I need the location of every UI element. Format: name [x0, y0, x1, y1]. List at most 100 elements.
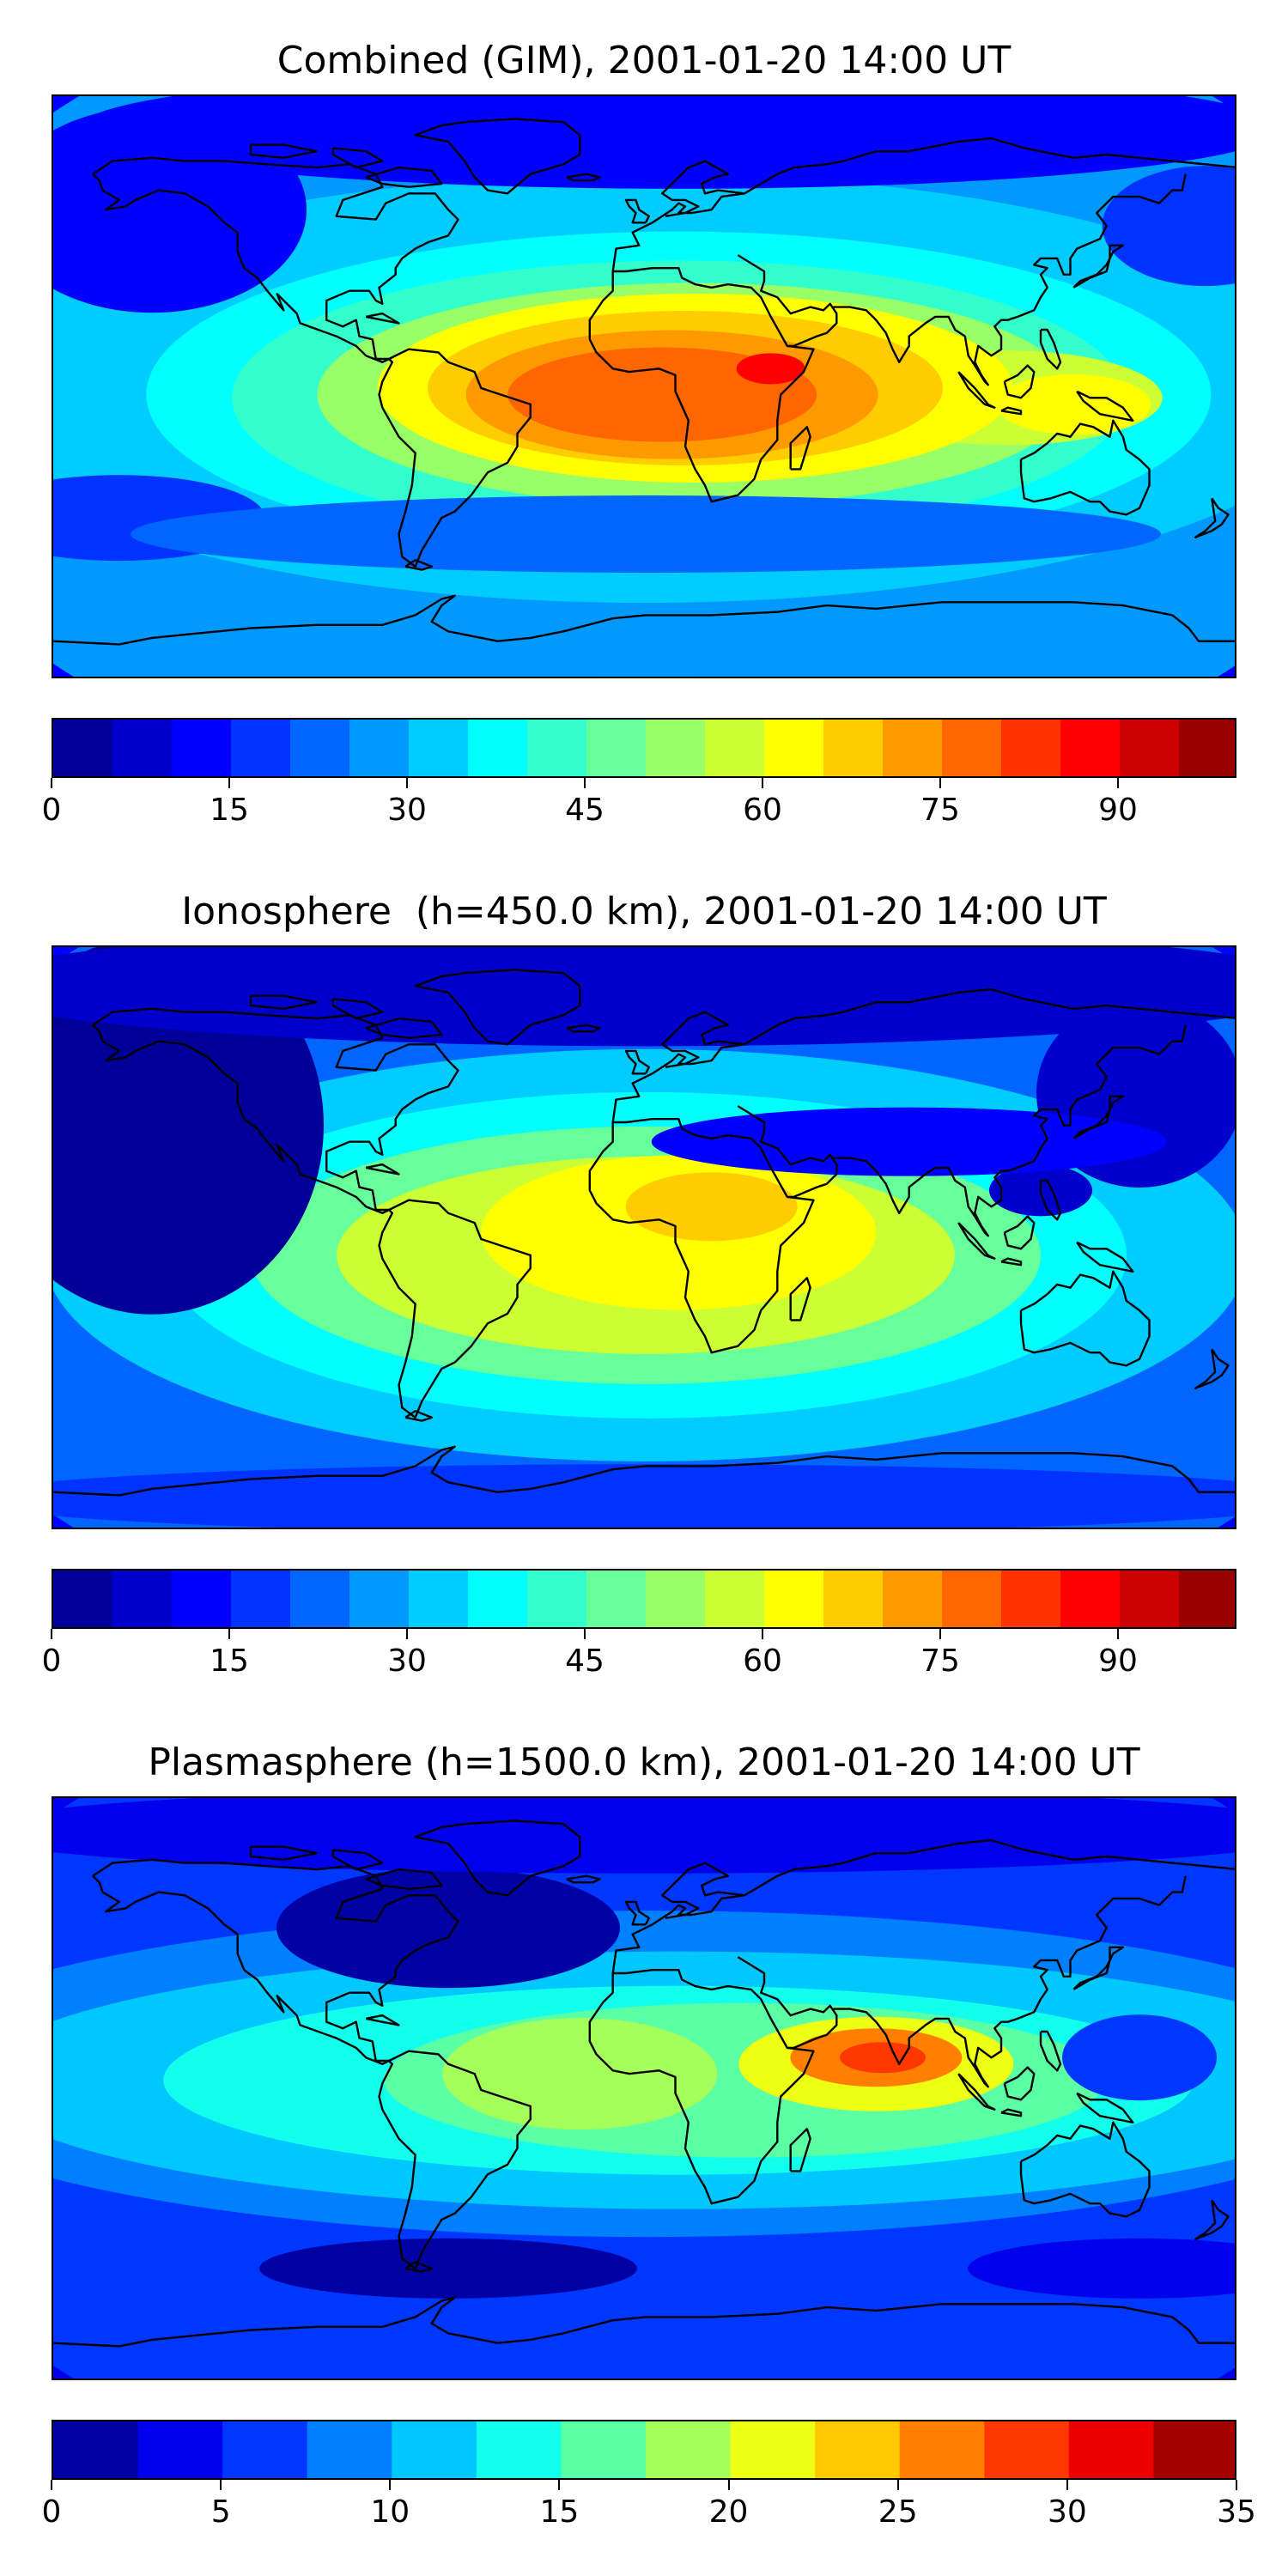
colorbar-segment: [815, 2421, 901, 2478]
coastline-path: [404, 2261, 433, 2273]
contour-band: [625, 1172, 798, 1242]
colorbar-tick-label: 0: [41, 1643, 62, 1679]
coastline-path: [92, 156, 459, 363]
coastline-path: [53, 2296, 1235, 2348]
coastline-path: [1003, 2066, 1036, 2101]
coastline-path: [624, 1900, 650, 1926]
coastline-path: [833, 1024, 1187, 1237]
coastline-path: [957, 371, 996, 409]
map-svg: [53, 1798, 1235, 2379]
colorbar-tick-label: 0: [41, 793, 62, 828]
colorbar-tick: [727, 2480, 730, 2490]
colorbar-segment: [1179, 1571, 1235, 1627]
contour-band: [276, 1868, 620, 1989]
colorbar-segment: [137, 2421, 223, 2478]
colorbar-segment: [1001, 1571, 1061, 1627]
colorbar-segment: [1060, 720, 1121, 776]
coastline-path: [566, 173, 601, 182]
colorbar-tick: [1117, 778, 1119, 788]
colorbar-tick-label: 15: [539, 2494, 580, 2530]
colorbar-segment: [349, 1571, 410, 1627]
colorbar-segment: [705, 720, 765, 776]
coastline-path: [1076, 390, 1134, 422]
coastline-path: [53, 1445, 1235, 1497]
coastline-path: [624, 1049, 650, 1075]
contour-layer: [53, 947, 1235, 1528]
colorbar-svg: [53, 1571, 1235, 1627]
coastline-path: [378, 1199, 532, 1419]
chart-title: Ionosphere (h=450.0 km), 2001-01-20 14:0…: [181, 890, 1107, 933]
coastline-path: [414, 1820, 581, 1897]
coastline-path: [566, 1874, 601, 1884]
colorbar-segment: [1060, 1571, 1121, 1627]
colorbar-tick: [1117, 1629, 1119, 1639]
coastline-path: [789, 426, 811, 471]
coastline-path: [1039, 2030, 1062, 2072]
colorbar-segment: [53, 2421, 139, 2478]
colorbar-tick: [939, 1629, 941, 1639]
colorbar-segment: [307, 2421, 392, 2478]
coastline-path: [744, 987, 1235, 1046]
colorbar-tick-label: 30: [1047, 2494, 1087, 2530]
coastline-path: [365, 1163, 400, 1176]
coastline-path: [1003, 1215, 1036, 1250]
colorbar-tick: [1236, 2480, 1237, 2490]
colorbar-segment: [646, 1571, 706, 1627]
colorbar-segment: [112, 720, 173, 776]
colorbar-tick-label: 90: [1098, 793, 1138, 828]
coastline-path: [957, 1222, 996, 1260]
colorbar-tick: [228, 1629, 230, 1639]
coastline-path: [404, 1410, 433, 1422]
panel-combined: Combined (GIM), 2001-01-20 14:00 UT 0 15 3…: [0, 0, 1288, 859]
coastline-path: [957, 2073, 996, 2111]
colorbar-segment: [984, 2421, 1070, 2478]
colorbar-segment: [646, 720, 706, 776]
panel-ionosphere: Ionosphere (h=450.0 km), 2001-01-20 14:0…: [0, 0, 1288, 1679]
coastline-path: [404, 559, 433, 571]
coastline-path: [833, 1875, 1187, 2088]
colorbar-tick-label: 45: [565, 1643, 605, 1679]
colorbar-segment: [730, 2421, 816, 2478]
coastline-path: [611, 160, 746, 272]
contour-band: [996, 374, 1151, 434]
colorbar-tick: [228, 778, 230, 788]
contour-band: [968, 2238, 1235, 2299]
colorbar-segment: [942, 1571, 1002, 1627]
colorbar-segment: [476, 2421, 562, 2478]
colorbar-segment: [409, 720, 469, 776]
coastline-path: [249, 143, 318, 160]
contour-band: [1062, 2014, 1217, 2101]
colorbar-segment: [392, 2421, 477, 2478]
coastline-path: [1039, 1179, 1062, 1221]
colorbar-tick: [220, 2480, 222, 2490]
colorbar-tick-label: 25: [878, 2494, 918, 2530]
colorbar-ticks: 0 15 30 45 60 75 90: [42, 1629, 1236, 1680]
coastline-path: [1194, 1348, 1230, 1389]
colorbar-tick: [939, 778, 941, 788]
colorbar-segment: [764, 1571, 824, 1627]
coastline-path: [365, 1868, 443, 1891]
colorbar-segment: [409, 1571, 469, 1627]
colorbar-tick: [389, 2480, 392, 2490]
colorbar-tick: [51, 2480, 52, 2490]
coastline-path: [331, 147, 384, 169]
colorbar-segment: [1179, 720, 1235, 776]
colorbar-segment: [222, 2421, 308, 2478]
coastline-path: [365, 2014, 400, 2026]
coastline-path: [789, 1277, 811, 1321]
colorbar-tick: [584, 778, 586, 788]
colorbar-tick: [1066, 2480, 1068, 2490]
colorbar-segment: [764, 720, 824, 776]
colorbar-segment: [883, 1571, 943, 1627]
contour-layer: [53, 1798, 1235, 2379]
coastline-path: [744, 137, 1235, 195]
colorbar-tick-label: 30: [387, 1643, 427, 1679]
colorbar-tick-label: 90: [1098, 1643, 1138, 1679]
colorbar-tick-label: 45: [565, 793, 605, 828]
colorbar-svg: [53, 2421, 1235, 2478]
coastline-path: [611, 1862, 746, 1974]
coastline-path: [566, 1024, 601, 1033]
coastline-path: [1000, 406, 1023, 416]
colorbar-tick-label: 5: [210, 2494, 231, 2530]
